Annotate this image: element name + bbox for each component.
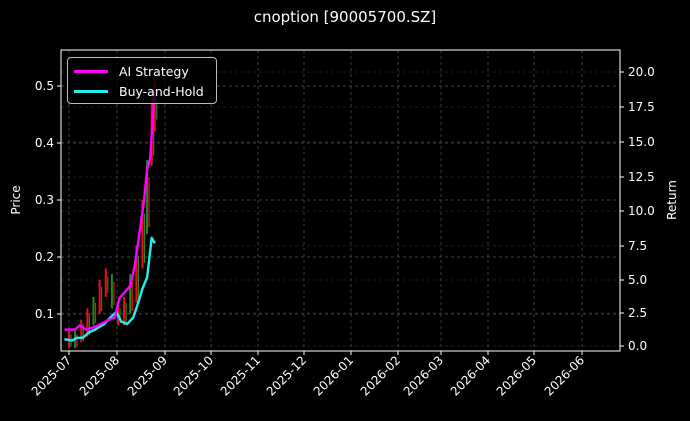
y-axis-label: Price xyxy=(9,185,23,214)
y-tick-label: 0.4 xyxy=(35,136,54,150)
legend-label-ai-strategy: AI Strategy xyxy=(119,63,189,79)
legend-swatch-ai-strategy xyxy=(74,69,108,73)
x-tick-label: 2026-03 xyxy=(401,353,446,398)
y2-tick-label: 7.5 xyxy=(628,239,647,253)
y2-tick-label: 5.0 xyxy=(628,273,647,287)
y2-axis-label: Return xyxy=(665,180,679,220)
y-tick-label: 0.1 xyxy=(35,307,54,321)
y2-tick-label: 17.5 xyxy=(628,100,655,114)
y-tick-label: 0.5 xyxy=(35,79,54,93)
x-tick-label: 2025-09 xyxy=(125,353,170,398)
y2-tick-label: 20.0 xyxy=(628,65,655,79)
x-tick-label: 2025-10 xyxy=(171,353,216,398)
x-tick-label: 2025-12 xyxy=(264,353,309,398)
y2-tick-label: 0.0 xyxy=(628,339,647,353)
legend-swatch-buy-and-hold xyxy=(74,89,108,93)
legend-item-buy-and-hold: Buy-and-Hold xyxy=(74,82,204,100)
x-tick-label: 2026-04 xyxy=(448,353,493,398)
x-tick-label: 2025-07 xyxy=(29,353,74,398)
x-tick-label: 2026-02 xyxy=(358,353,403,398)
x-tick-label: 2025-08 xyxy=(77,353,122,398)
legend-label-buy-and-hold: Buy-and-Hold xyxy=(119,83,204,99)
y2-tick-label: 12.5 xyxy=(628,170,655,184)
x-tick-label: 2025-11 xyxy=(218,353,263,398)
legend-item-ai-strategy: AI Strategy xyxy=(74,62,189,80)
y-tick-label: 0.2 xyxy=(35,250,54,264)
y2-tick-label: 15.0 xyxy=(628,135,655,149)
y2-tick-label: 2.5 xyxy=(628,306,647,320)
legend: AI Strategy Buy-and-Hold xyxy=(67,57,217,104)
chart-title: cnoption [90005700.SZ] xyxy=(253,8,437,26)
series-line-ai-strategy xyxy=(64,85,156,331)
x-tick-label: 2026-01 xyxy=(311,353,356,398)
y-tick-label: 0.3 xyxy=(35,193,54,207)
y2-tick-label: 10.0 xyxy=(628,204,655,218)
series-line-buy-and-hold xyxy=(64,236,156,342)
x-tick-label: 2026-05 xyxy=(494,353,539,398)
x-tick-label: 2026-06 xyxy=(542,353,587,398)
